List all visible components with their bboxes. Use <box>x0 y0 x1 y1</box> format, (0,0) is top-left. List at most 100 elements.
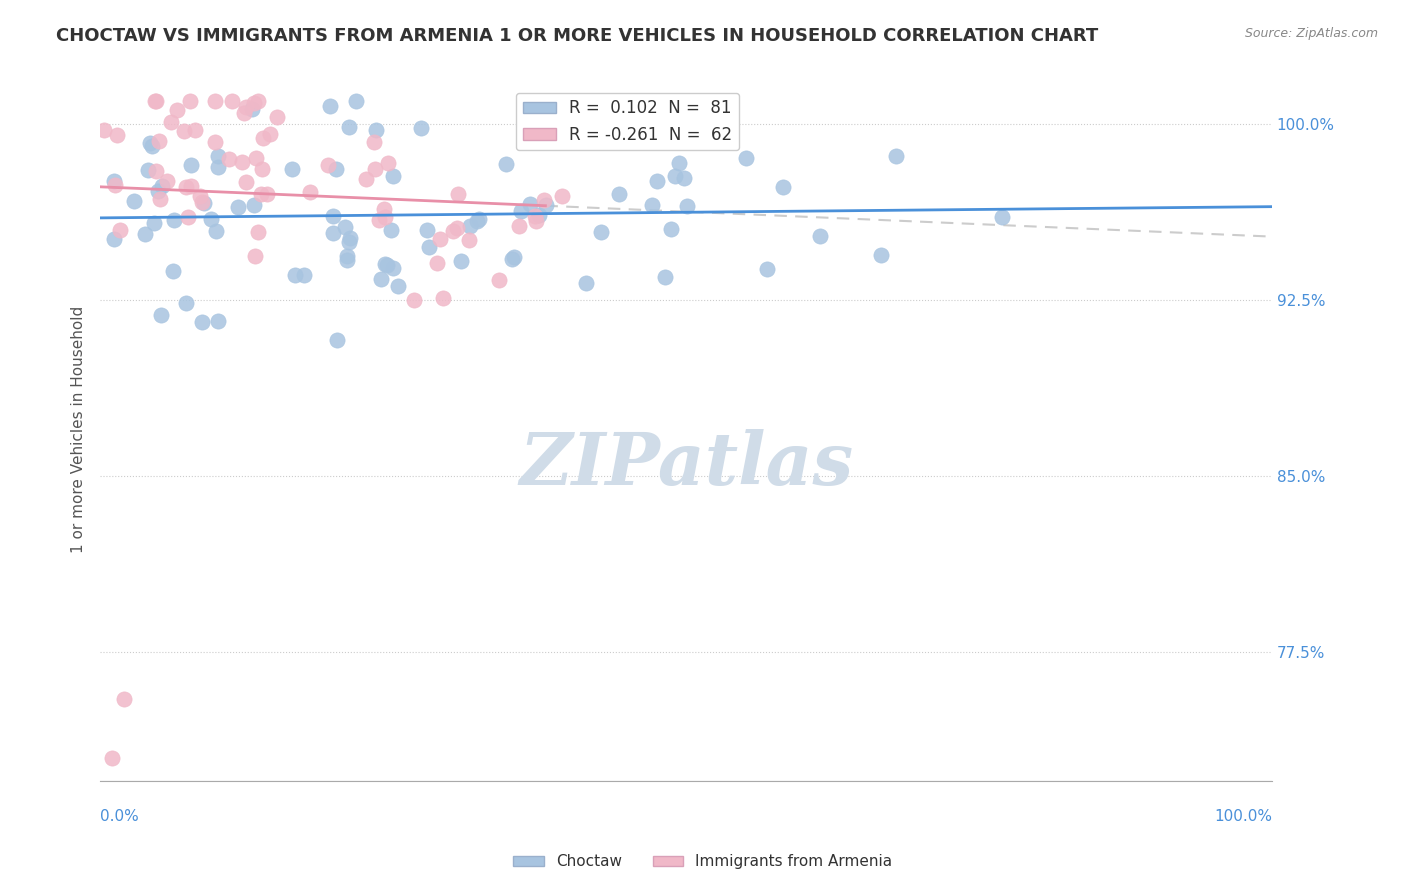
Point <box>163 213 186 227</box>
Point <box>207 160 229 174</box>
Point <box>256 186 278 201</box>
Point <box>524 209 547 223</box>
Point <box>105 128 128 143</box>
Text: CHOCTAW VS IMMIGRANTS FROM ARMENIA 1 OR MORE VEHICLES IN HOUSEHOLD CORRELATION C: CHOCTAW VS IMMIGRANTS FROM ARMENIA 1 OR … <box>56 27 1098 45</box>
Point <box>112 692 135 706</box>
Point <box>145 94 167 108</box>
Point <box>173 124 195 138</box>
Point <box>368 212 391 227</box>
Point <box>468 212 491 227</box>
Point <box>495 157 517 171</box>
Point <box>513 94 536 108</box>
Point <box>184 123 207 137</box>
Point <box>668 155 690 169</box>
Point <box>533 193 555 207</box>
Point <box>325 161 347 176</box>
Point <box>339 231 361 245</box>
Point <box>221 94 243 108</box>
Point <box>609 186 631 201</box>
Point <box>387 278 409 293</box>
Point <box>318 158 340 172</box>
Point <box>381 169 404 183</box>
Point <box>240 102 263 116</box>
Point <box>374 257 396 271</box>
Point <box>103 174 125 188</box>
Point <box>364 162 387 177</box>
Point <box>333 219 356 234</box>
Point <box>191 194 214 209</box>
Point <box>519 197 541 211</box>
Text: 100.0%: 100.0% <box>1213 809 1272 824</box>
Point <box>149 308 172 322</box>
Point <box>160 114 183 128</box>
Point <box>319 99 342 113</box>
Point <box>429 232 451 246</box>
Point <box>298 185 321 199</box>
Point <box>200 212 222 227</box>
Point <box>534 198 557 212</box>
Point <box>101 750 124 764</box>
Point <box>179 94 201 108</box>
Point <box>207 314 229 328</box>
Point <box>193 195 215 210</box>
Point <box>148 135 170 149</box>
Y-axis label: 1 or more Vehicles in Household: 1 or more Vehicles in Household <box>72 306 86 553</box>
Point <box>363 135 385 149</box>
Point <box>450 254 472 268</box>
Point <box>508 219 530 234</box>
Point <box>465 214 488 228</box>
Point <box>550 189 572 203</box>
Point <box>380 223 402 237</box>
Point <box>654 270 676 285</box>
Point <box>148 184 170 198</box>
Point <box>675 199 697 213</box>
Text: 0.0%: 0.0% <box>100 809 139 824</box>
Point <box>366 123 388 137</box>
Point <box>344 94 367 108</box>
Point <box>772 180 794 194</box>
Point <box>180 179 202 194</box>
Point <box>373 210 395 224</box>
Point <box>432 291 454 305</box>
Point <box>174 296 197 310</box>
Point <box>103 232 125 246</box>
Point <box>143 94 166 108</box>
Point <box>93 123 115 137</box>
Point <box>122 194 145 208</box>
Point <box>441 224 464 238</box>
Point <box>575 277 598 291</box>
Point <box>180 158 202 172</box>
Point <box>524 214 547 228</box>
Point <box>447 187 470 202</box>
Legend: R =  0.102  N =  81, R = -0.261  N =  62: R = 0.102 N = 81, R = -0.261 N = 62 <box>516 93 740 151</box>
Point <box>409 120 432 135</box>
Point <box>207 149 229 163</box>
Point <box>243 249 266 263</box>
Point <box>659 221 682 235</box>
Point <box>337 235 360 250</box>
Point <box>502 250 524 264</box>
Point <box>373 202 395 216</box>
Point <box>418 240 440 254</box>
Point <box>190 315 212 329</box>
Point <box>245 152 267 166</box>
Point <box>354 171 377 186</box>
Point <box>458 219 481 233</box>
Point <box>136 162 159 177</box>
Point <box>664 169 686 183</box>
Point <box>176 210 198 224</box>
Point <box>416 222 439 236</box>
Point <box>228 200 250 214</box>
Point <box>377 156 399 170</box>
Point <box>446 221 468 235</box>
Point <box>284 268 307 282</box>
Point <box>457 234 479 248</box>
Point <box>250 162 273 177</box>
Point <box>145 164 167 178</box>
Point <box>402 293 425 308</box>
Point <box>735 151 758 165</box>
Point <box>243 96 266 111</box>
Point <box>143 216 166 230</box>
Point <box>166 103 188 117</box>
Point <box>884 149 907 163</box>
